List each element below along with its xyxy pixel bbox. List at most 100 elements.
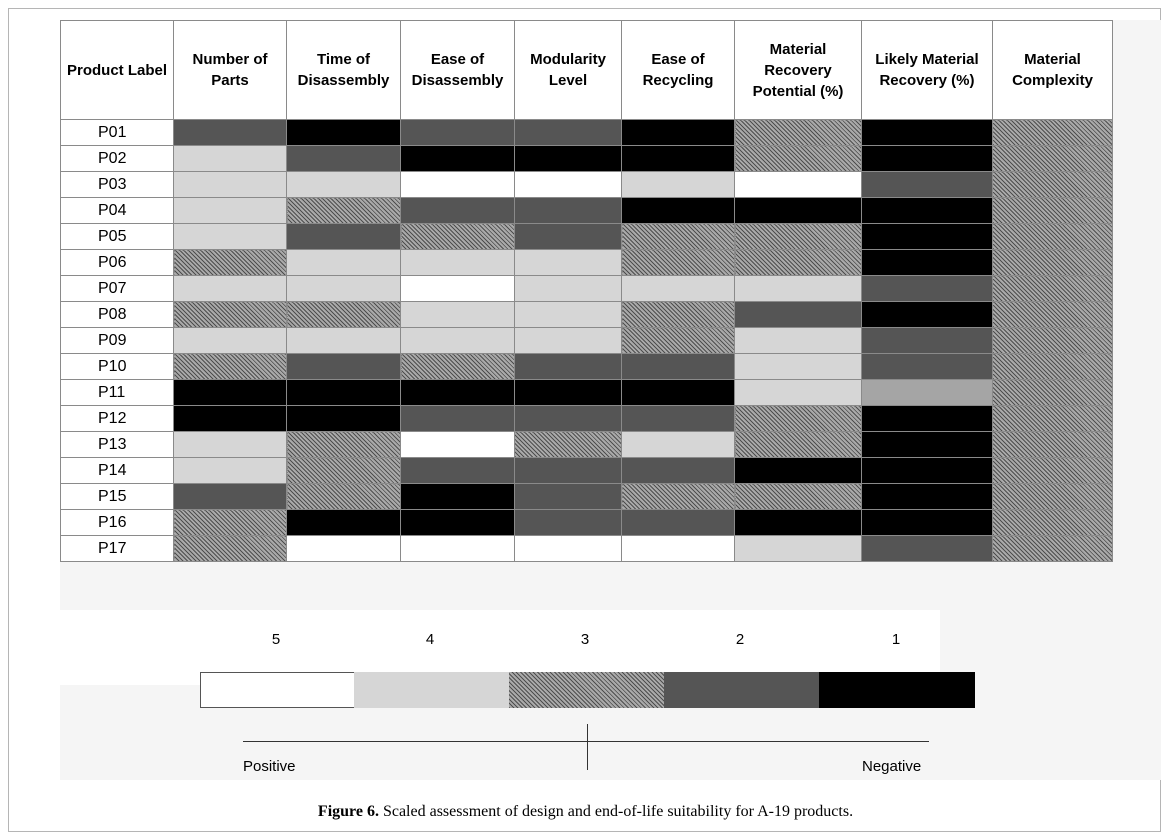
heatmap-cell	[286, 145, 401, 172]
scale-swatch	[664, 672, 819, 708]
heatmap-cell	[861, 145, 993, 172]
heatmap-cell	[173, 171, 287, 198]
heatmap-cell	[734, 249, 862, 276]
heatmap-cell	[514, 171, 622, 198]
table-row: P02	[60, 145, 1113, 172]
heatmap-cell	[861, 119, 993, 146]
product-label: P01	[60, 119, 174, 146]
heatmap-cell	[621, 431, 735, 458]
heatmap-cell	[992, 379, 1113, 406]
heatmap-cell	[734, 405, 862, 432]
table-row: P16	[60, 509, 1113, 536]
heatmap-cell	[400, 457, 515, 484]
scale-level-label: 4	[425, 631, 435, 648]
heatmap-cell	[861, 171, 993, 198]
heatmap-cell	[400, 197, 515, 224]
heatmap-cell	[621, 535, 735, 562]
heatmap-cell	[400, 145, 515, 172]
heatmap-cell	[621, 119, 735, 146]
table-row: P10	[60, 353, 1113, 380]
heatmap-cell	[173, 249, 287, 276]
table-row: P08	[60, 301, 1113, 328]
heatmap-cell	[286, 171, 401, 198]
heatmap-cell	[514, 457, 622, 484]
heatmap-cell	[621, 171, 735, 198]
heatmap-cell	[861, 405, 993, 432]
table-row: P03	[60, 171, 1113, 198]
heatmap-table: Product Label Number of Parts Time of Disa…	[60, 20, 1113, 562]
heatmap-cell	[861, 457, 993, 484]
heatmap-cell	[514, 535, 622, 562]
heatmap-cell	[861, 353, 993, 380]
scale-level-label: 1	[891, 631, 901, 648]
heatmap-cell	[992, 249, 1113, 276]
heatmap-cell	[514, 119, 622, 146]
heatmap-cell	[286, 223, 401, 250]
column-header: Ease of Recycling	[621, 20, 735, 120]
scale-level-label: 2	[735, 631, 745, 648]
product-label: P07	[60, 275, 174, 302]
heatmap-cell	[173, 301, 287, 328]
heatmap-cell	[400, 327, 515, 354]
column-header: Number of Parts	[173, 20, 287, 120]
heatmap-cell	[286, 483, 401, 510]
table-row: P09	[60, 327, 1113, 354]
table-row: P15	[60, 483, 1113, 510]
heatmap-cell	[173, 119, 287, 146]
heatmap-cell	[992, 327, 1113, 354]
heatmap-cell	[992, 119, 1113, 146]
heatmap-cell	[286, 119, 401, 146]
heatmap-cell	[286, 275, 401, 302]
heatmap-cell	[286, 197, 401, 224]
heatmap-cell	[514, 327, 622, 354]
heatmap-cell	[173, 275, 287, 302]
product-label: P08	[60, 301, 174, 328]
heatmap-cell	[734, 327, 862, 354]
heatmap-cell	[400, 431, 515, 458]
header-row: Product Label Number of Parts Time of Disa…	[60, 20, 1113, 120]
heatmap-cell	[286, 327, 401, 354]
heatmap-cell	[173, 457, 287, 484]
heatmap-cell	[400, 223, 515, 250]
heatmap-cell	[514, 431, 622, 458]
product-label: P05	[60, 223, 174, 250]
heatmap-cell	[992, 431, 1113, 458]
caption-prefix: Figure 6.	[317, 803, 379, 820]
heatmap-cell	[286, 457, 401, 484]
heatmap-cell	[861, 223, 993, 250]
heatmap-cell	[173, 535, 287, 562]
heatmap-cell	[734, 301, 862, 328]
table-row: P04	[60, 197, 1113, 224]
heatmap-cell	[286, 509, 401, 536]
table-row: P12	[60, 405, 1113, 432]
column-header: Ease of Disassembly	[400, 20, 515, 120]
heatmap-cell	[400, 405, 515, 432]
heatmap-cell	[621, 483, 735, 510]
heatmap-cell	[173, 483, 287, 510]
heatmap-cell	[514, 405, 622, 432]
heatmap-cell	[734, 275, 862, 302]
heatmap-cell	[173, 327, 287, 354]
heatmap-cell	[861, 431, 993, 458]
heatmap-cell	[621, 223, 735, 250]
table-row: P14	[60, 457, 1113, 484]
heatmap-cell	[400, 535, 515, 562]
heatmap-cell	[734, 145, 862, 172]
heatmap-cell	[621, 145, 735, 172]
product-label: P03	[60, 171, 174, 198]
product-label: P12	[60, 405, 174, 432]
table-row: P13	[60, 431, 1113, 458]
table-row: P06	[60, 249, 1113, 276]
heatmap-cell	[992, 509, 1113, 536]
heatmap-cell	[514, 197, 622, 224]
heatmap-cell	[621, 509, 735, 536]
product-label: P09	[60, 327, 174, 354]
heatmap-cell	[621, 405, 735, 432]
heatmap-cell	[621, 249, 735, 276]
heatmap-cell	[514, 145, 622, 172]
heatmap-cell	[286, 379, 401, 406]
heatmap-cell	[734, 119, 862, 146]
heatmap-cell	[992, 457, 1113, 484]
product-label: P11	[60, 379, 174, 406]
heatmap-cell	[621, 275, 735, 302]
